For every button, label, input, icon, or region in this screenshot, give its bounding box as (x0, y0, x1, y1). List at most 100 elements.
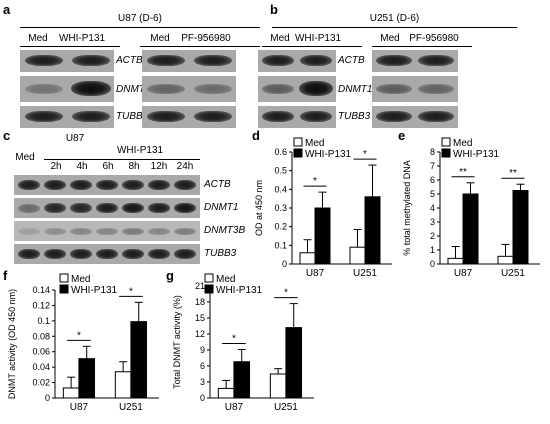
legend-swatch (204, 273, 214, 283)
y-tick-label: 0 (200, 393, 205, 403)
panel-c-cell: U87 (65, 133, 85, 144)
significance-mark: * (77, 330, 81, 341)
y-tick-label: 15 (195, 313, 205, 323)
panel-a-gene-dnmt1: DNMT1 (116, 84, 151, 95)
panel-c-lane-2h: 2h (50, 161, 62, 172)
panel-b-lane-med-1: Med (270, 33, 290, 44)
bar-med (62, 387, 80, 399)
band (148, 180, 170, 190)
bar-whi-p131 (364, 196, 381, 265)
panel-b-lane-pf: PF-956980 (409, 33, 459, 44)
band (174, 228, 196, 235)
band (44, 203, 66, 213)
band (25, 55, 63, 66)
band (418, 111, 454, 122)
legend-swatch (293, 137, 303, 147)
gel-a-actb-right (142, 50, 236, 72)
band (122, 203, 144, 213)
band (122, 180, 144, 190)
bar-whi-p131 (462, 193, 479, 265)
band (96, 203, 118, 213)
y-tick-label: 0.02 (32, 378, 50, 388)
panel-c-treatment: WHI-P131 (116, 145, 164, 156)
panel-b-label: b (270, 2, 278, 17)
gel-a-tubb3-left (20, 106, 114, 128)
band (174, 180, 196, 190)
panel-b-lane-line-right (372, 46, 472, 47)
gel-a-tubb3-right (142, 106, 236, 128)
y-tick-label: 6 (430, 175, 435, 185)
gel-c-actb (14, 175, 200, 195)
panel-c-gene-actb: ACTB (204, 179, 231, 190)
band (18, 228, 40, 235)
category-label: U251 (501, 268, 525, 279)
legend-swatch (204, 284, 214, 294)
significance-mark: * (284, 288, 288, 299)
y-axis-label: DNMT activity (OD 450 nm) (7, 289, 17, 399)
band (194, 111, 232, 122)
significance-mark: ** (459, 167, 467, 178)
panel-c-lane-med: Med (15, 152, 35, 163)
bar-whi-p131 (233, 361, 251, 399)
band (300, 55, 332, 66)
panel-a-gene-tubb3: TUBB3 (116, 111, 149, 122)
legend-label: Med (216, 274, 235, 285)
y-tick-label: 0.6 (274, 147, 287, 157)
band (194, 55, 232, 66)
band (71, 81, 111, 96)
band (300, 111, 332, 122)
gel-b-dnmt1-left (258, 76, 336, 102)
y-tick-label: 1 (430, 245, 435, 255)
y-tick-label: 2 (430, 231, 435, 241)
y-tick-label: 0 (282, 259, 287, 269)
band (18, 180, 40, 190)
band (262, 111, 294, 122)
band (376, 55, 412, 66)
panel-c-gene-tubb3: TUBB3 (204, 248, 237, 259)
bar-med (217, 387, 235, 399)
gel-a-dnmt1-right (142, 76, 236, 102)
panel-d-label: d (252, 128, 260, 143)
y-axis-label: Total DNMT activity (%) (172, 295, 182, 389)
band (96, 180, 118, 190)
panel-b-lane-whi: WHI-P131 (294, 33, 342, 44)
significance-mark: * (129, 286, 133, 297)
chart-d: 0 0.1 0.2 0.3 0.4 0.5 0.6 OD at 450 nm * U87 * U251… (254, 137, 392, 279)
panel-c-lane-4h: 4h (76, 161, 88, 172)
category-label: U251 (274, 402, 298, 413)
band (174, 203, 196, 213)
band (174, 249, 196, 259)
chart-e: 0 1 2 3 4 5 6 7 8 % total methylated DNA ** U87 ** U2… (402, 137, 540, 279)
band (148, 203, 170, 213)
y-tick-label: 0.1 (37, 316, 50, 326)
y-tick-label: 0.1 (274, 240, 287, 250)
significance-mark: ** (509, 168, 517, 179)
band (70, 180, 92, 190)
panel-a-title: U87 (D-6) (118, 13, 162, 24)
band (18, 204, 40, 213)
y-tick-label: 0 (430, 259, 435, 269)
band (25, 84, 63, 94)
panel-a-lane-line-right (140, 46, 260, 47)
band (72, 55, 110, 66)
significance-mark: * (363, 149, 367, 160)
legend-label: Med (453, 138, 472, 149)
significance-mark: * (232, 333, 236, 344)
y-tick-label: 18 (195, 297, 205, 307)
gel-b-actb-left (258, 50, 336, 72)
band (262, 84, 294, 94)
gel-c-dnmt3b (14, 221, 200, 241)
category-label: U87 (306, 268, 325, 279)
band (148, 228, 170, 235)
panel-b-gene-dnmt1: DNMT1 (338, 84, 373, 95)
y-tick-label: 8 (430, 147, 435, 157)
bar-med (497, 255, 514, 265)
legend-label: WHI-P131 (305, 149, 352, 160)
band (96, 228, 118, 235)
band (148, 249, 170, 259)
bar-whi-p131 (512, 190, 529, 265)
panel-c-gene-dnmt3b: DNMT3B (204, 225, 246, 236)
panel-a-title-line (20, 27, 260, 28)
panel-b-title-line (272, 27, 517, 28)
legend-label: Med (71, 274, 90, 285)
